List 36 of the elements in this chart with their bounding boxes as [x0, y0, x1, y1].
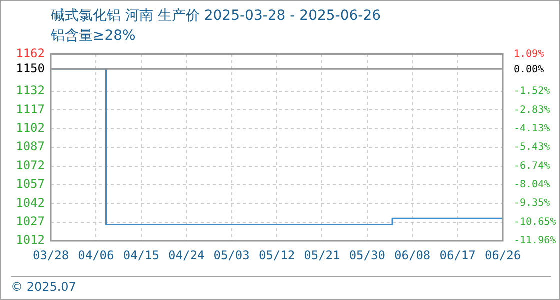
chart-title: 碱式氯化铝 河南 生产价 2025-03-28 - 2025-06-26: [51, 7, 382, 25]
x-tick-label: 04/24: [168, 248, 205, 262]
y2-tick-label: -10.65%: [514, 216, 556, 228]
text: © 2025.07: [11, 276, 551, 294]
x-tick-label: 05/30: [349, 248, 386, 262]
y2-tick-label: -5.43%: [514, 142, 550, 154]
y-tick-label: 1027: [16, 214, 45, 228]
y2-tick-label: -6.74%: [514, 160, 550, 172]
x-tick-label: 06/08: [394, 248, 431, 262]
y2-tick-label: -2.83%: [514, 104, 550, 116]
y-tick-label: 1012: [16, 233, 45, 248]
y-tick-label: 1132: [16, 84, 45, 98]
y-tick-label: 1087: [16, 140, 45, 154]
y-tick-label: 1057: [16, 177, 45, 192]
y2-tick-label: -11.96%: [514, 236, 556, 247]
y-tick-label: 1150: [16, 61, 45, 76]
y-tick-label: 1162: [16, 46, 45, 60]
x-tick-label: 06/17: [440, 248, 476, 262]
y2-tick-label: -8.04%: [514, 179, 550, 190]
y2-tick-label: 0.00%: [514, 64, 544, 76]
x-tick-label: 06/26: [484, 248, 522, 262]
x-tick-label: 05/12: [258, 248, 296, 262]
x-tick-label: 05/03: [214, 248, 250, 262]
y-tick-label: 1102: [16, 121, 45, 136]
y2-tick-label: -9.35%: [514, 198, 550, 210]
x-tick-label: 05/21: [304, 248, 340, 262]
y2-tick-label: -1.52%: [514, 86, 550, 98]
y-tick-label: 1072: [16, 158, 45, 172]
y2-tick-label: 1.09%: [514, 48, 544, 60]
y-tick-label: 1117: [16, 102, 45, 116]
y-tick-label: 1042: [16, 196, 45, 210]
x-tick-label: 04/15: [123, 248, 160, 262]
x-tick-label: 04/06: [78, 248, 114, 262]
x-tick-label: 03/28: [32, 248, 70, 262]
chart-subtitle: 铝含量≥28%: [51, 27, 136, 45]
y2-tick-label: -4.13%: [514, 124, 550, 135]
